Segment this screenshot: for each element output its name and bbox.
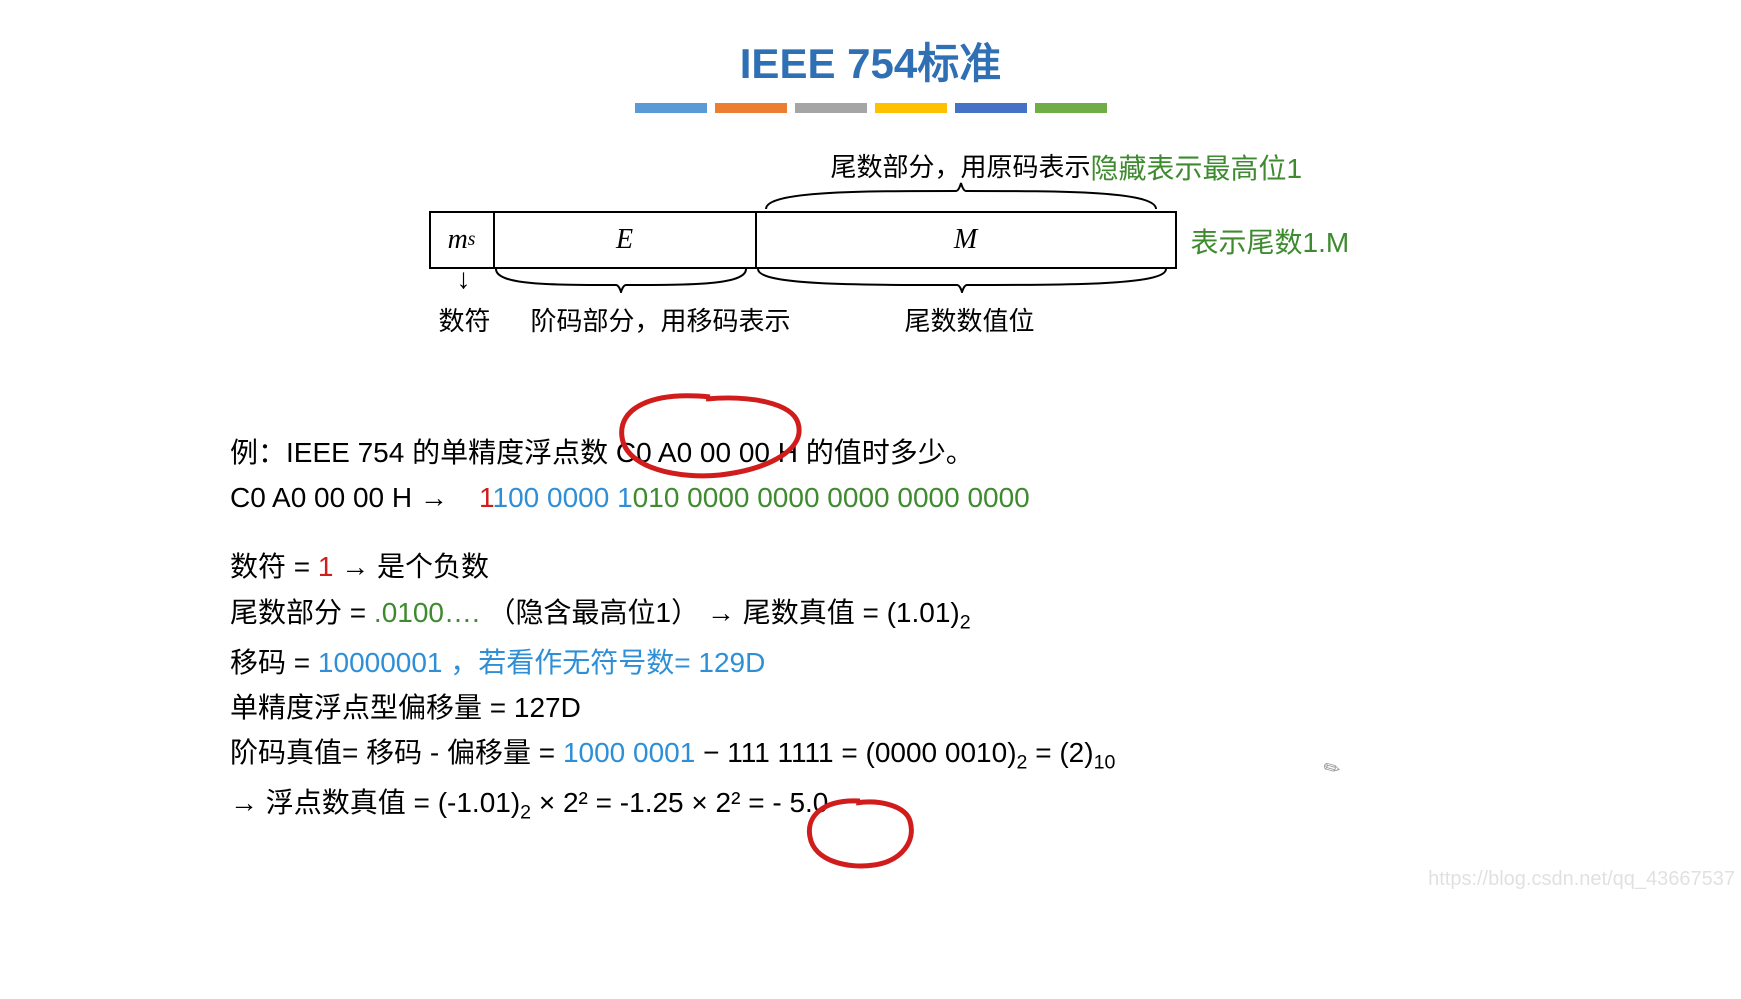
l6b: × 2² = -1.25 × 2² = <box>531 787 772 818</box>
bin-green: 010 0000 0000 0000 0000 0000 <box>633 482 1030 513</box>
final-value-line: → 浮点数真值 = (-1.01)2 × 2² = -1.25 × 2² = -… <box>230 783 1511 827</box>
bar-3 <box>795 103 867 113</box>
example-question: 例：IEEE 754 的单精度浮点数 C0 A0 00 00 H 的值时多少。 <box>230 433 1511 472</box>
arrow-down-icon: ↓ <box>457 265 471 293</box>
l2b: .0100…. <box>374 597 480 628</box>
sign-line: 数符 = 1 → 是个负数 <box>230 547 1511 586</box>
l5c: − 111 1111 = (0000 0010) <box>695 737 1016 768</box>
exponent-true-line: 阶码真值= 移码 - 偏移量 = 1000 0001 − 111 1111 = … <box>230 733 1511 777</box>
l1c: → 是个负数 <box>334 551 490 582</box>
bar-1 <box>635 103 707 113</box>
l1a: 数符 = <box>230 551 318 582</box>
bar-6 <box>1035 103 1107 113</box>
color-accent-bars <box>230 103 1511 113</box>
l5d: = (2) <box>1027 737 1093 768</box>
bin-arrow: → <box>420 482 448 513</box>
sign-label: 数符 <box>439 301 491 338</box>
l3a: 移码 = <box>230 647 318 678</box>
ex-prefix: 例：IEEE 754 的单精度浮点数 <box>230 437 616 468</box>
l2a: 尾数部分 = <box>230 597 374 628</box>
cell-sign: ms <box>429 211 495 269</box>
binary-expansion-line: C0 A0 00 00 H → 1100 0000 1010 0000 0000… <box>230 478 1511 517</box>
title-text: IEEE 754标准 <box>740 40 1001 87</box>
bias-code-line: 移码 = 10000001 ，若看作无符号数= 129D <box>230 643 1511 682</box>
l6c: - 5.0 <box>772 787 828 818</box>
brace-bottom-m-icon <box>753 267 1171 293</box>
l5s2: 10 <box>1094 752 1116 774</box>
bar-5 <box>955 103 1027 113</box>
mantissa-top-label: 尾数部分，用原码表示 <box>831 147 1091 184</box>
field-diagram: 尾数部分，用原码表示 隐藏表示最高位1 ms E M 表示尾数1.M ↓ 数符 … <box>371 153 1371 353</box>
l2sub: 2 <box>960 611 971 633</box>
l3b: 10000001 ，若看作无符号数= 129D <box>318 647 765 678</box>
cell-exponent: E <box>495 211 757 269</box>
bin-red: 1 <box>479 482 493 513</box>
bar-4 <box>875 103 947 113</box>
mantissa-1m-label: 表示尾数1.M <box>1191 221 1350 261</box>
brace-bottom-e-icon <box>491 267 751 293</box>
watermark-text: https://blog.csdn.net/qq_43667537 <box>1428 868 1735 891</box>
brace-top-icon <box>756 181 1166 211</box>
ex-hex: C0 A0 00 00 H <box>616 437 798 468</box>
l2c: （隐含最高位1） → 尾数真值 = (1.01) <box>480 597 960 628</box>
exponent-label: 阶码部分，用移码表示 <box>531 301 791 338</box>
cell-sign-text: m <box>448 224 468 256</box>
l6a: → 浮点数真值 = (-1.01) <box>230 787 520 818</box>
red-circle-annotation-1-icon <box>610 389 810 483</box>
cell-mantissa: M <box>757 211 1177 269</box>
bit-field-row: ms E M <box>429 211 1177 269</box>
bin-blue: 100 0000 1 <box>493 482 633 513</box>
l6s1: 2 <box>520 802 531 824</box>
l5b: 1000 0001 <box>563 737 695 768</box>
bias-value-line: 单精度浮点型偏移量 = 127D <box>230 688 1511 727</box>
bin-prefix: C0 A0 00 00 H <box>230 482 420 513</box>
bar-2 <box>715 103 787 113</box>
mantissa-bits-label: 尾数数值位 <box>905 301 1035 338</box>
worked-example: 例：IEEE 754 的单精度浮点数 C0 A0 00 00 H 的值时多少。 … <box>230 433 1511 827</box>
cell-sign-sub: s <box>468 229 476 251</box>
page-title: IEEE 754标准 <box>230 30 1511 91</box>
l5a: 阶码真值= 移码 - 偏移量 = <box>230 737 563 768</box>
mantissa-line: 尾数部分 = .0100…. （隐含最高位1） → 尾数真值 = (1.01)2 <box>230 593 1511 637</box>
ex-suffix: 的值时多少。 <box>798 437 974 468</box>
l4a: 单精度浮点型偏移量 = 127D <box>230 692 581 723</box>
l5s1: 2 <box>1017 752 1028 774</box>
l1b: 1 <box>318 551 334 582</box>
